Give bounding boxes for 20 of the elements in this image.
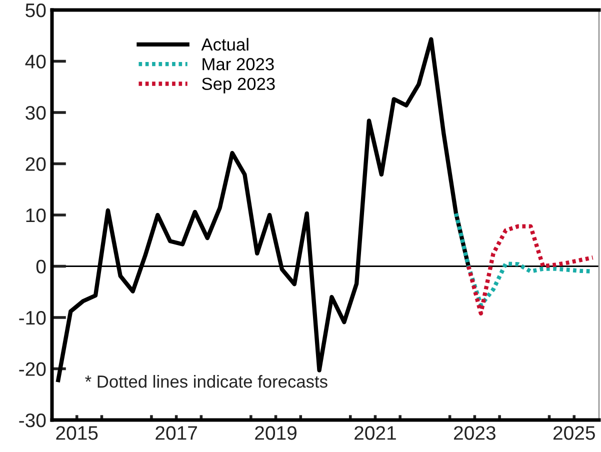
x-tick-label: 2015 — [56, 426, 98, 440]
y-tick-label: -10 — [19, 310, 46, 325]
annotation: * Dotted lines indicate forecasts — [85, 375, 328, 388]
y-tick-label: 20 — [26, 157, 46, 171]
y-tick-label: 10 — [26, 208, 46, 222]
legend-label: Sep 2023 — [202, 78, 275, 94]
line-series — [466, 224, 595, 316]
x-tick-label: 2019 — [255, 426, 296, 440]
legend-label: Actual — [201, 38, 248, 51]
y-tick-label: 30 — [26, 106, 46, 120]
legend-label: Mar 2023 — [202, 58, 274, 70]
y-tick-label: -30 — [19, 413, 46, 428]
y-tick-label: -20 — [19, 362, 46, 376]
x-tick-label: 2017 — [156, 426, 197, 440]
y-tick-label: 0 — [36, 260, 46, 274]
y-tick-label: 50 — [26, 3, 46, 18]
x-tick-label: 2021 — [354, 426, 396, 440]
y-tick-label: 40 — [25, 54, 46, 68]
x-tick-label: 2025 — [553, 426, 595, 440]
x-tick-label: 2023 — [454, 426, 496, 440]
